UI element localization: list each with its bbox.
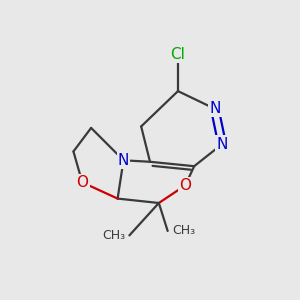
Text: CH₃: CH₃ <box>102 229 125 242</box>
Text: O: O <box>179 178 191 193</box>
Text: N: N <box>118 153 129 168</box>
Text: O: O <box>76 175 88 190</box>
Text: N: N <box>217 136 228 152</box>
Text: Cl: Cl <box>170 47 185 62</box>
Text: N: N <box>209 101 220 116</box>
Text: CH₃: CH₃ <box>172 224 195 238</box>
